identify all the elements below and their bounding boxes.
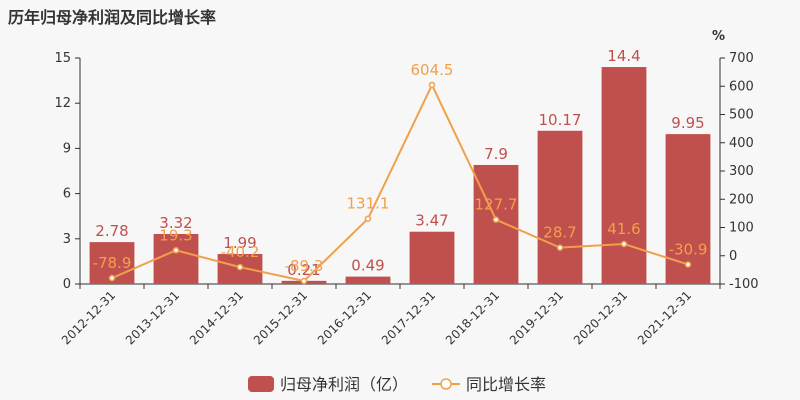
legend-bar-swatch [248,376,274,392]
left-tick-label: 0 [63,277,71,292]
x-tick-label: 2020-12-31 [571,288,630,347]
bar-data-label: 0.49 [351,257,384,275]
bar-data-label: 7.9 [484,145,508,163]
bar-data-label: 0.21 [287,261,320,279]
x-tick-label: 2016-12-31 [315,288,374,347]
line-data-label: -40.2 [221,243,260,261]
bar [537,130,583,284]
legend-line-label: 同比增长率 [466,375,546,394]
right-tick-label: 500 [729,108,754,123]
line-data-label: 604.5 [411,61,454,79]
bar-data-label: 2.78 [95,222,128,240]
bar [601,67,647,284]
bar-data-label: 3.47 [415,212,448,230]
line-data-label: 127.7 [475,196,518,214]
x-tick-label: 2012-12-31 [59,288,118,347]
line-data-label: -30.9 [669,240,708,258]
right-tick-label: 100 [729,221,754,236]
line-data-label: 19.3 [159,226,192,244]
line-point [364,215,372,222]
line-point [108,274,116,282]
left-tick-label: 3 [63,232,71,247]
line-point [556,244,564,251]
right-tick-label: 0 [729,249,737,264]
line-data-label: -78.9 [93,254,132,272]
legend-bar-label: 归母净利润（亿） [280,375,408,394]
chart-title: 历年归母净利润及同比增长率 [8,8,217,27]
line-point [492,216,500,223]
x-tick-label: 2021-12-31 [635,288,694,347]
left-tick-label: 9 [63,141,71,156]
bar-data-label: 14.4 [607,47,640,65]
line-data-label: -89.3 [285,257,324,275]
line-point [620,240,628,248]
bar-data-label: 9.95 [671,114,704,132]
left-tick-label: 12 [54,96,71,111]
line-point [172,247,180,254]
bar [409,231,455,284]
bar-data-label: 1.99 [223,234,256,252]
line-data-label: 41.6 [607,220,640,238]
bar-data-label: 10.17 [539,111,582,129]
bar [345,276,391,284]
x-tick-label: 2018-12-31 [443,288,502,347]
line-data-label: 28.7 [543,224,576,242]
line-point [684,261,692,268]
legend-line-marker [440,378,452,390]
line-data-label: 131.1 [347,195,390,213]
line-point [428,81,436,89]
right-tick-label: 200 [729,192,754,207]
growth-rate-line [111,82,689,283]
bar [473,164,519,284]
left-tick-label: 15 [54,51,71,66]
x-tick-label: 2015-12-31 [251,288,310,347]
x-tick-label: 2017-12-31 [379,288,438,347]
x-tick-label: 2014-12-31 [187,288,246,347]
x-tick-label: 2019-12-31 [507,288,566,347]
line-point [300,277,308,285]
right-tick-label: 400 [729,136,754,151]
x-tick-label: 2013-12-31 [123,288,182,347]
bar-data-label: 3.32 [159,214,192,232]
right-axis-unit: % [712,29,725,44]
right-tick-label: -100 [729,277,759,292]
line-point [236,263,244,271]
left-tick-label: 6 [63,187,71,202]
right-tick-label: 600 [729,79,754,94]
right-tick-label: 300 [729,164,754,179]
bar [153,233,199,284]
right-tick-label: 700 [729,51,754,66]
